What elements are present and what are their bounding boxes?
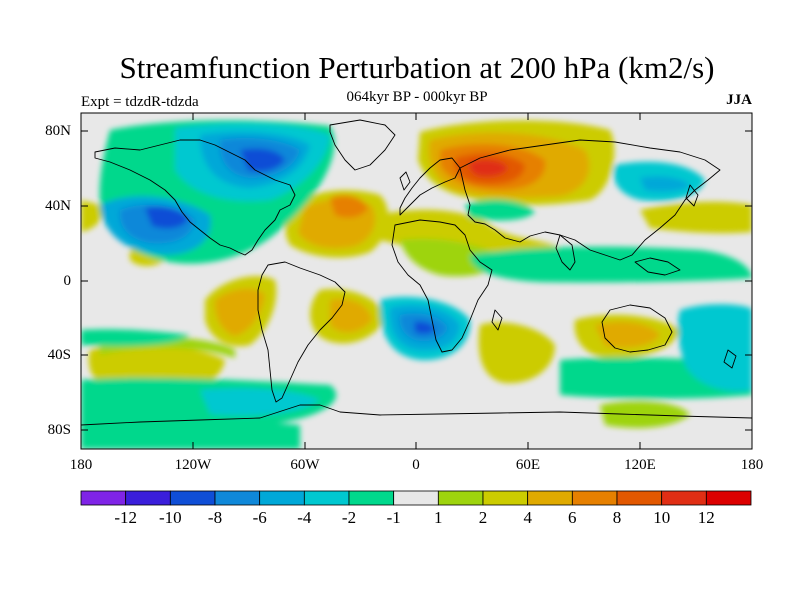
colorbar-swatch — [303, 490, 350, 506]
e-asia-blue — [640, 176, 690, 192]
experiment-label: Expt = tdzdR-tdzda — [81, 94, 199, 110]
lon-label-0: 0 — [412, 457, 420, 473]
s-atlantic-darkblue — [414, 321, 435, 335]
greenland-coast — [329, 119, 396, 171]
contour-fields — [81, 119, 752, 449]
colorbar-swatch — [705, 490, 752, 506]
australia-coast — [601, 304, 673, 353]
madagascar-coast — [491, 309, 503, 331]
colorbar-label: 2 — [478, 508, 488, 527]
lat-label-80n: 80N — [45, 123, 71, 139]
axis-ticks — [80, 113, 753, 449]
map-title: Streamfunction Perturbation at 200 hPa (… — [119, 50, 715, 85]
indonesia-coast — [634, 257, 681, 276]
colorbar-label: -6 — [252, 508, 267, 527]
nafrica-green-band — [400, 238, 502, 277]
colorbar-label: 12 — [697, 508, 715, 527]
lon-label-60w: 60W — [290, 457, 320, 473]
w-edge-positive — [81, 200, 102, 232]
se-pacific-negative — [677, 304, 752, 392]
colorbar-label: -4 — [297, 508, 312, 527]
lon-label-180e: 180 — [740, 457, 764, 473]
lon-label-180w: 180 — [69, 457, 93, 473]
colorbar-label: 10 — [653, 508, 671, 527]
india-coast — [555, 234, 576, 271]
colorbar-swatch — [80, 490, 127, 506]
w-pacific-negative-band — [81, 329, 190, 347]
colorbar-swatch — [393, 490, 439, 506]
colorbar — [80, 490, 752, 506]
colorbar-label: 4 — [523, 508, 532, 527]
colorbar-label: 8 — [612, 508, 622, 527]
new-zealand-coast — [723, 349, 737, 369]
colorbar-swatch — [169, 490, 216, 506]
colorbar-swatch — [527, 490, 573, 506]
europe-coast — [399, 157, 461, 216]
atlantic-darkorange-core — [330, 195, 368, 218]
uk-coast — [399, 171, 411, 191]
lat-label-40n: 40N — [45, 198, 71, 214]
colorbar-swatch — [437, 490, 484, 506]
colorbar-label: -12 — [114, 508, 138, 527]
colorbar-swatch — [661, 490, 707, 506]
colorbar-swatch — [125, 490, 171, 506]
eurasia-deepred-core — [469, 159, 508, 177]
lon-label-120e: 120E — [624, 457, 656, 473]
lat-label-40s: 40S — [47, 347, 71, 363]
antarctica-coast — [81, 404, 752, 426]
lat-label-80s: 80S — [47, 422, 71, 438]
africa-coast — [391, 219, 493, 353]
s-indian-positive — [478, 322, 555, 384]
nw-pacific-positive — [640, 201, 752, 234]
colorbar-swatch — [571, 490, 618, 506]
map-subtitle: 064kyr BP - 000kyr BP — [346, 89, 488, 105]
colorbar-swatch — [214, 490, 261, 506]
lon-label-120w: 120W — [174, 457, 212, 473]
colorbar-label: 6 — [568, 508, 577, 527]
colorbar-label: -1 — [386, 508, 401, 527]
ne-pacific-darkblue — [145, 206, 188, 229]
australia-orange — [595, 321, 660, 348]
s-america-orange — [214, 288, 265, 336]
lat-label-0: 0 — [63, 273, 72, 289]
north-america-coast — [94, 139, 296, 256]
season-label: JJA — [726, 92, 752, 108]
coastlines — [81, 119, 752, 426]
japan-coast — [685, 184, 699, 207]
colorbar-label: 1 — [434, 508, 443, 527]
colorbar-swatch — [348, 490, 395, 506]
s-ocean-negative — [81, 417, 300, 449]
tropical-negative-band — [470, 246, 752, 283]
lon-label-60e: 60E — [515, 457, 541, 473]
colorbar-swatch — [259, 490, 305, 506]
colorbar-label: -10 — [158, 508, 182, 527]
colorbar-swatch — [616, 490, 663, 506]
n-africa-negative — [465, 199, 535, 221]
asia-coast — [459, 139, 721, 261]
south-america-coast — [257, 261, 346, 403]
colorbar-swatch — [482, 490, 529, 506]
colorbar-label: -8 — [207, 508, 223, 527]
colorbar-label: -2 — [341, 508, 357, 527]
